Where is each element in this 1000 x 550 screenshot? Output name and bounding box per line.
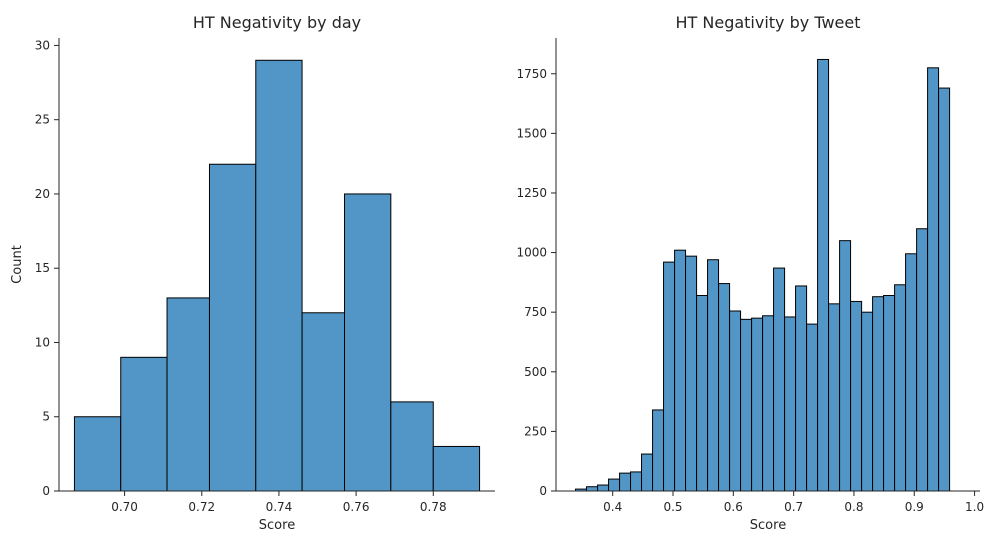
histogram-bar (773, 267, 786, 492)
histogram-bar (608, 478, 621, 492)
histogram-panel-2: 0.4 0.5 0.6 0.7 0.8 0.9 1.0 0 250 500 750 1000 1250 1… (516, 13, 984, 533)
chart-title: HT Negativity by day (193, 13, 361, 32)
x-tick-label: 0.8 (844, 500, 863, 514)
x-tick-label: 0.74 (266, 500, 293, 514)
y-tick-label: 500 (524, 365, 547, 379)
y-tick-label: 1250 (516, 186, 547, 200)
histogram-bar (597, 484, 610, 492)
histogram-bar (938, 87, 951, 492)
histogram-bar (872, 296, 885, 492)
y-tick-label: 1000 (516, 246, 547, 260)
y-tick-label: 0 (42, 484, 50, 498)
histogram-bar (817, 58, 830, 492)
histogram-bar (795, 285, 808, 492)
histogram-bar (344, 193, 392, 492)
histogram-bar (166, 297, 210, 492)
y-tick-label: 750 (524, 305, 547, 319)
histogram-bar (850, 300, 863, 492)
x-tick-label: 0.4 (603, 500, 622, 514)
histogram-bar (390, 401, 434, 492)
histogram-bar (663, 261, 676, 492)
y-tick-label: 15 (35, 261, 50, 275)
x-axis-label: Score (750, 518, 786, 533)
histogram-bar (120, 356, 168, 492)
y-tick-label: 1750 (516, 67, 547, 81)
histogram-bar (784, 316, 797, 492)
x-tick-label: 0.5 (663, 500, 682, 514)
chart-title: HT Negativity by Tweet (675, 13, 860, 32)
x-tick-label: 0.78 (420, 500, 447, 514)
histogram-bar (729, 310, 742, 492)
histogram-bar (894, 284, 907, 492)
y-tick-label: 20 (35, 187, 50, 201)
x-axis-label: Score (259, 518, 295, 533)
histogram-bar (861, 311, 874, 492)
histogram-bar (883, 294, 896, 492)
histogram-bar (740, 318, 753, 492)
histogram-bar (905, 253, 918, 492)
x-tick-label: 0.6 (724, 500, 743, 514)
histogram-bar (432, 445, 481, 492)
y-tick-label: 5 (42, 410, 50, 424)
x-tick-label: 0.9 (905, 500, 924, 514)
histogram-bar (839, 240, 852, 492)
x-tick-label: 0.7 (784, 500, 803, 514)
histogram-bar (718, 283, 731, 492)
x-tick-label: 0.70 (111, 500, 138, 514)
histogram-bar (707, 259, 720, 492)
histogram-bar (806, 323, 819, 492)
x-tick-label: 0.72 (188, 500, 215, 514)
histogram-bar (762, 315, 775, 492)
histogram-bar (73, 416, 122, 492)
histogram-bar (696, 294, 709, 492)
histogram-bar (674, 249, 687, 492)
histogram-bar (630, 471, 643, 492)
y-tick-label: 25 (35, 113, 50, 127)
y-tick-label: 30 (35, 38, 50, 52)
x-tick-label: 1.0 (965, 500, 984, 514)
histogram-bar (916, 228, 929, 492)
x-tick-label: 0.76 (343, 500, 370, 514)
histogram-panel-1: 0.70 0.72 0.74 0.76 0.78 0 5 10 15 20 25 30 HT Negat… (10, 13, 495, 533)
y-tick-label: 0 (539, 484, 547, 498)
histogram-bar (619, 472, 632, 492)
histogram-bar (301, 312, 346, 492)
histogram-bar (927, 67, 940, 492)
histogram-bar (828, 303, 841, 492)
histogram-bar (652, 409, 665, 492)
histogram-bar (641, 453, 654, 492)
y-tick-label: 10 (35, 335, 50, 349)
histogram-bar (586, 486, 599, 492)
y-tick-label: 250 (524, 424, 547, 438)
y-tick-label: 1500 (516, 126, 547, 140)
histogram-bar (751, 317, 764, 492)
histogram-bar (685, 255, 698, 492)
y-axis-label: Count (10, 245, 25, 284)
histogram-bar (208, 163, 257, 492)
histogram-bar (255, 59, 303, 492)
